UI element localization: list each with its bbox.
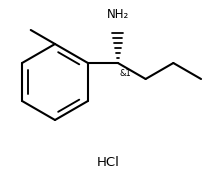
Text: &1: &1 (120, 69, 132, 78)
Text: HCl: HCl (97, 157, 119, 170)
Text: NH₂: NH₂ (107, 8, 129, 21)
